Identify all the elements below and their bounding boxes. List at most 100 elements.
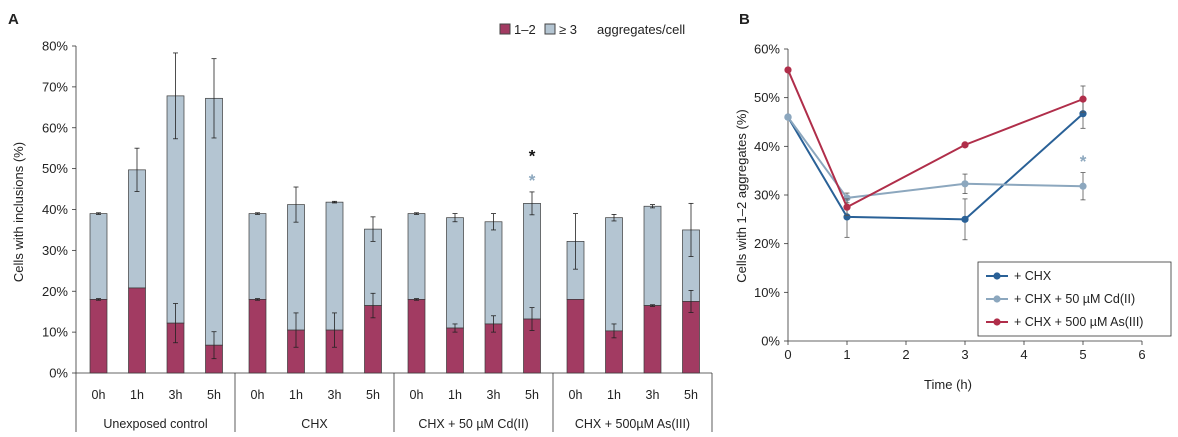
legend-b-marker-2: [993, 318, 1001, 326]
error-bar-low: [96, 298, 101, 301]
panel-a-y-tick-label: 20%: [42, 284, 68, 299]
error-bar-low: [332, 312, 337, 348]
panel-a-y-tick-label: 50%: [42, 161, 68, 176]
category-label: 0h: [569, 388, 583, 402]
panel-b-series: [784, 66, 1087, 241]
series-line: [787, 112, 1084, 221]
panel-b-xlabel: Time (h): [924, 377, 972, 392]
panel-a-annotations: **: [529, 146, 536, 190]
legend-b-label-0: + CHX: [1014, 269, 1052, 283]
error-bar-high: [491, 213, 496, 231]
panel-a-category-labels: 0h 1h 3h 5h Unexposed control 0h 1h 3h 5h CHX 0h 1h…: [92, 388, 698, 431]
error-bar-low: [211, 331, 217, 360]
panel-a-bars: [89, 95, 700, 374]
error-bar-low: [370, 292, 376, 319]
bar-segment-high: [89, 213, 108, 300]
panel-a-y-tick-label: 40%: [42, 202, 68, 217]
category-label: 5h: [366, 388, 380, 402]
category-label: 0h: [251, 388, 265, 402]
error-bar-high: [452, 213, 458, 223]
error-bar-low: [173, 303, 178, 344]
significance-star: *: [1080, 152, 1087, 171]
category-label: 1h: [289, 388, 303, 402]
error-bar-high: [211, 58, 217, 139]
panel-a-y-tick-label: 30%: [42, 243, 68, 258]
data-point: [843, 194, 851, 202]
panel-a-y-tick-label: 80%: [42, 39, 68, 54]
category-label: 3h: [646, 388, 660, 402]
data-point: [784, 66, 792, 74]
panel-b-x-tick-label: 2: [902, 347, 909, 362]
panel-label-b: B: [739, 11, 750, 28]
panel-a-y-tick-label: 60%: [42, 120, 68, 135]
bar-segment-high: [523, 203, 541, 320]
data-point: [961, 180, 969, 188]
bar-segment-low: [407, 299, 426, 374]
panel-b-y-tick-label: 30%: [754, 188, 780, 203]
panel-b-x-tick-label: 0: [784, 347, 791, 362]
bar-segment-high: [605, 217, 623, 332]
data-point: [961, 215, 969, 223]
panel-a-y-tick-label: 70%: [42, 79, 68, 94]
category-label: 0h: [92, 388, 106, 402]
category-label: 3h: [487, 388, 501, 402]
panel-b-y-tick-label: 0%: [761, 334, 780, 349]
legend-b-marker-0: [993, 272, 1001, 280]
category-label: 5h: [684, 388, 698, 402]
panel-b-chart: Cells with 1–2 aggregates (%) Time (h) 0…: [734, 42, 1172, 392]
legend-swatch-low: [499, 23, 511, 35]
panel-b-y-tick-label: 10%: [754, 285, 780, 300]
error-bar-low: [529, 307, 535, 331]
error-bar-high: [611, 214, 617, 222]
error-bar-low: [650, 304, 655, 307]
legend-label-high: ≥ 3: [559, 22, 577, 37]
bar-segment-high: [446, 217, 464, 329]
group-label: CHX + 50 µM Cd(II): [418, 417, 528, 431]
panel-b-y-tick-label: 50%: [754, 90, 780, 105]
bar-segment-low: [566, 299, 585, 374]
bar-segment-high: [248, 213, 267, 300]
error-bar-low: [688, 290, 694, 313]
category-label: 5h: [525, 388, 539, 402]
panel-b-y-tick-label: 20%: [754, 236, 780, 251]
error-bar-high: [688, 202, 694, 257]
error-bar-high: [370, 216, 376, 242]
error-bar-high: [529, 191, 535, 216]
legend-b-marker-1: [993, 295, 1001, 303]
bar-segment-low: [248, 299, 267, 374]
series-2: [784, 66, 1087, 216]
panel-a-legend: 1–2 ≥ 3 aggregates/cell: [499, 22, 685, 37]
panel-a-axes: 0% 10% 20% 30% 40% 50% 60% 70% 80%: [42, 39, 713, 432]
panel-b-annotations: *: [1080, 152, 1087, 171]
legend-swatch-high: [544, 23, 556, 35]
group-label: CHX: [301, 417, 328, 431]
group-label: CHX + 500µM As(III): [575, 417, 690, 431]
category-label: 1h: [448, 388, 462, 402]
bar-segment-high: [484, 221, 503, 325]
panel-a-error-bars: [96, 52, 694, 360]
legend-b-label-1: + CHX + 50 µM Cd(II): [1014, 292, 1135, 306]
legend-label-low: 1–2: [514, 22, 536, 37]
bar-segment-high: [287, 204, 305, 331]
panel-b-ylabel: Cells with 1–2 aggregates (%): [734, 109, 749, 282]
panel-label-a: A: [8, 11, 19, 28]
error-bar-high: [650, 204, 655, 209]
error-bar-low: [491, 315, 496, 333]
legend-b-label-2: + CHX + 500 µM As(III): [1014, 315, 1143, 329]
error-bar-low: [255, 298, 260, 301]
error-bar-low: [452, 323, 458, 333]
error-bar-high: [134, 147, 140, 192]
panel-a-y-tick-label: 0%: [49, 366, 68, 381]
panel-b-x-tick-label: 3: [961, 347, 968, 362]
panel-a-ylabel: Cells with inclusions (%): [11, 142, 26, 282]
data-point: [784, 113, 792, 121]
panel-b-x-tick-label: 5: [1079, 347, 1086, 362]
bar-segment-high: [643, 205, 662, 306]
panel-b-legend-box: [977, 261, 1172, 337]
category-label: 0h: [410, 388, 424, 402]
panel-a-chart: Cells with inclusions (%) 0% 10% 20% 30% 40%…: [11, 22, 713, 432]
series-line: [787, 69, 1084, 209]
series-line: [787, 116, 1084, 199]
error-bar-high: [255, 212, 260, 215]
